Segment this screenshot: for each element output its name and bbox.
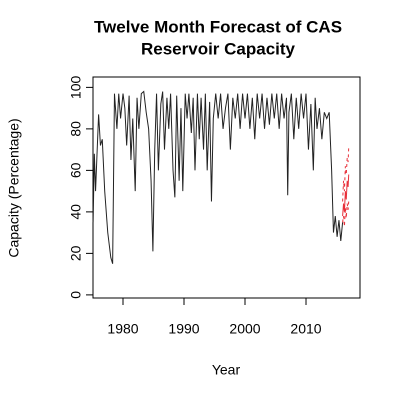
x-tick-label: 2000 [229, 321, 260, 337]
y-tick-label: 60 [68, 162, 84, 178]
plot-box [92, 76, 361, 299]
x-tick-label: 2010 [290, 321, 321, 337]
y-axis-label: Capacity (Percentage) [6, 118, 22, 257]
x-axis-label: Year [212, 362, 241, 378]
series-line [92, 90, 344, 264]
y-tick-label: 100 [68, 75, 84, 99]
series-line [342, 201, 350, 227]
x-tick-label: 1980 [107, 321, 138, 337]
y-tick-label: 80 [68, 121, 84, 137]
chart-title: Reservoir Capacity [141, 39, 296, 58]
y-tick-label: 0 [68, 291, 84, 299]
y-tick-label: 20 [68, 245, 84, 261]
x-tick-label: 1990 [168, 321, 199, 337]
series-line [342, 174, 350, 217]
y-tick-label: 40 [68, 204, 84, 220]
series-line [342, 147, 350, 202]
chart-title: Twelve Month Forecast of CAS [94, 17, 342, 36]
